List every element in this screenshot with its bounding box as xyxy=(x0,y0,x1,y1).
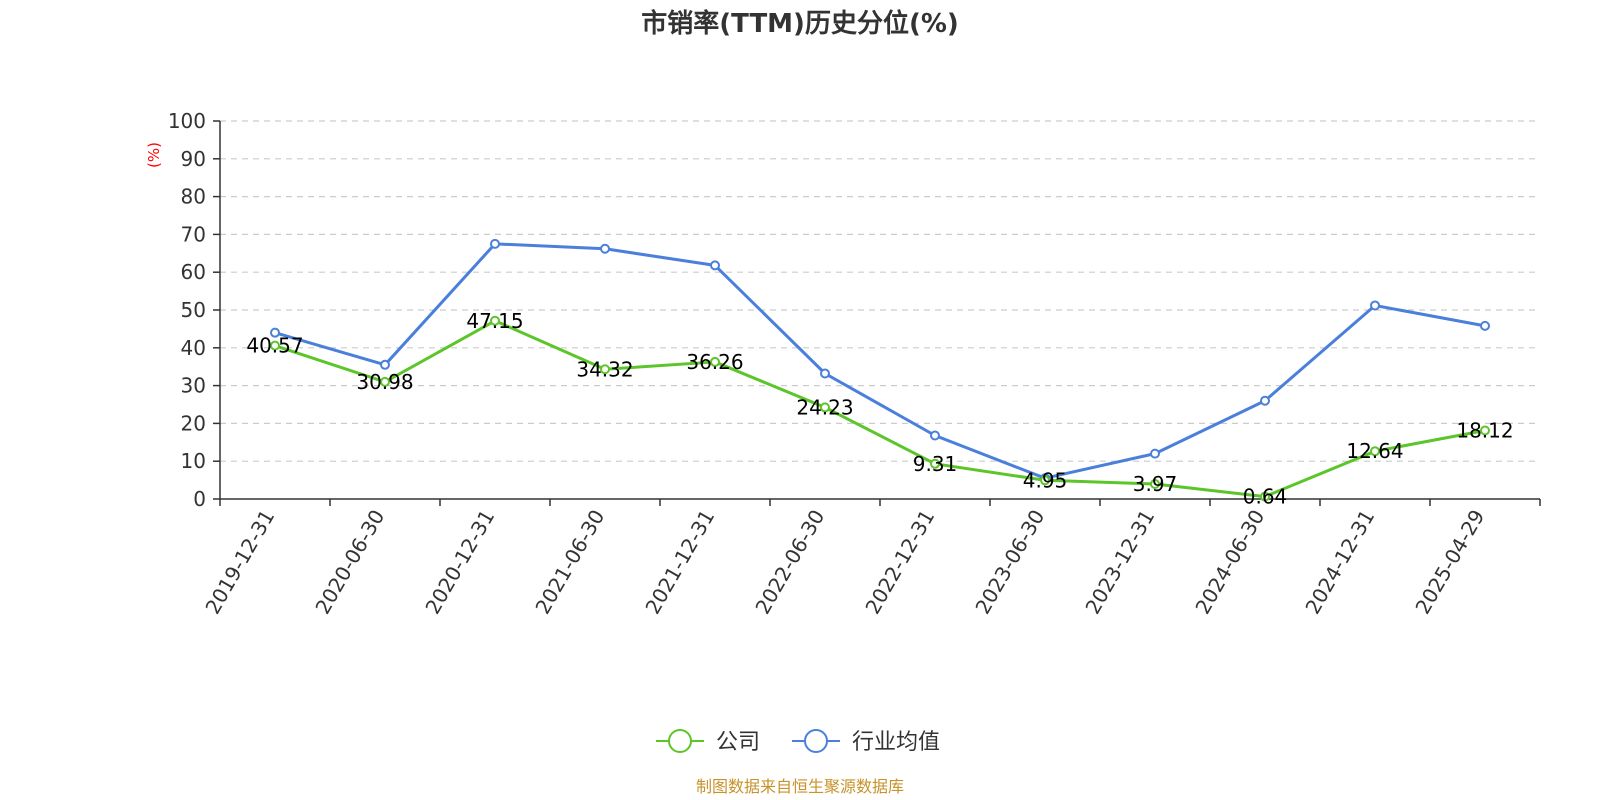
y-tick-label: 100 xyxy=(168,109,206,133)
data-point[interactable] xyxy=(1370,446,1380,457)
x-tick-label: 2024-12-31 xyxy=(1300,506,1379,619)
x-tick-label: 2019-12-31 xyxy=(200,506,279,619)
data-label: 30.98 xyxy=(356,370,413,394)
data-point[interactable] xyxy=(490,238,500,249)
legend-marker-icon xyxy=(668,729,692,753)
x-tick-label: 2024-06-30 xyxy=(1190,506,1269,619)
source-note: 制图数据来自恒生聚源数据库 xyxy=(696,777,904,796)
data-point[interactable] xyxy=(1370,300,1380,311)
y-tick-label: 20 xyxy=(181,411,206,435)
data-point[interactable] xyxy=(380,376,390,387)
data-point[interactable] xyxy=(820,402,830,413)
series-layer xyxy=(270,238,1490,502)
grid-lines xyxy=(220,120,1540,462)
y-tick-label: 60 xyxy=(181,260,206,284)
data-point[interactable] xyxy=(1040,475,1050,486)
data-label: 47.15 xyxy=(466,309,523,333)
data-label: 34.32 xyxy=(576,357,633,381)
x-axis: 2019-12-31 2020-06-30 2020-12-31 2021-06-30… xyxy=(200,498,1541,619)
data-point[interactable] xyxy=(270,340,280,351)
data-point[interactable] xyxy=(270,327,280,338)
y-tick-label: 0 xyxy=(193,487,206,511)
legend-item[interactable]: 行业均值 xyxy=(792,729,940,755)
y-tick-label: 40 xyxy=(181,336,206,360)
legend-label: 公司 xyxy=(716,730,760,755)
data-point[interactable] xyxy=(1150,478,1160,489)
x-tick-label: 2022-06-30 xyxy=(750,506,829,619)
data-point[interactable] xyxy=(710,356,720,367)
legend-item[interactable]: 公司 xyxy=(656,729,760,755)
y-axis: 0 10 20 30 40 50 60 70 80 90 100 xyxy=(168,109,221,511)
data-point[interactable] xyxy=(380,359,390,370)
data-label: 24.23 xyxy=(796,395,853,419)
data-point[interactable] xyxy=(710,260,720,271)
data-point[interactable] xyxy=(1260,395,1270,406)
x-tick-label: 2022-12-31 xyxy=(860,506,939,619)
data-point[interactable] xyxy=(1150,448,1160,459)
x-tick-label: 2023-06-30 xyxy=(970,506,1049,619)
legend-label: 行业均值 xyxy=(852,730,940,755)
y-tick-label: 10 xyxy=(181,449,206,473)
data-point[interactable] xyxy=(1480,425,1490,436)
data-label: 0.64 xyxy=(1243,485,1288,509)
data-point[interactable] xyxy=(600,243,610,254)
data-label: 18.12 xyxy=(1456,419,1513,443)
y-tick-label: 30 xyxy=(181,374,206,398)
x-tick-label: 2025-04-29 xyxy=(1410,506,1489,619)
data-label: 9.31 xyxy=(913,452,958,476)
data-point[interactable] xyxy=(930,430,940,441)
legend: 公司 行业均值 xyxy=(656,729,940,755)
x-tick-label: 2020-12-31 xyxy=(420,506,499,619)
data-label: 3.97 xyxy=(1133,472,1178,496)
legend-marker-icon xyxy=(804,729,828,753)
series-line xyxy=(274,319,1486,499)
data-label: 40.57 xyxy=(246,334,303,358)
x-tick-label: 2023-12-31 xyxy=(1080,506,1159,619)
x-tick-label: 2021-12-31 xyxy=(640,506,719,619)
y-tick-label: 80 xyxy=(181,185,206,209)
data-label: 36.26 xyxy=(686,350,743,374)
data-point[interactable] xyxy=(1480,320,1490,331)
x-tick-label: 2021-06-30 xyxy=(530,506,609,619)
data-label: 4.95 xyxy=(1023,468,1068,492)
data-point[interactable] xyxy=(930,458,940,469)
chart-title: 市销率(TTM)历史分位(%) xyxy=(641,8,959,39)
data-point[interactable] xyxy=(600,364,610,375)
data-label: 12.64 xyxy=(1346,439,1403,463)
series-line xyxy=(274,242,1486,480)
x-tick-label: 2020-06-30 xyxy=(310,506,389,619)
y-tick-label: 70 xyxy=(181,222,206,246)
y-tick-label: 50 xyxy=(181,298,206,322)
data-point[interactable] xyxy=(490,315,500,326)
label-layer: 40.57 30.98 47.15 34.32 36.26 24.23 9.31 4.95 3.… xyxy=(246,309,1513,509)
y-tick-label: 90 xyxy=(181,147,206,171)
y-axis-label: (%) xyxy=(145,142,163,168)
data-point[interactable] xyxy=(820,368,830,379)
data-point[interactable] xyxy=(1260,491,1270,502)
